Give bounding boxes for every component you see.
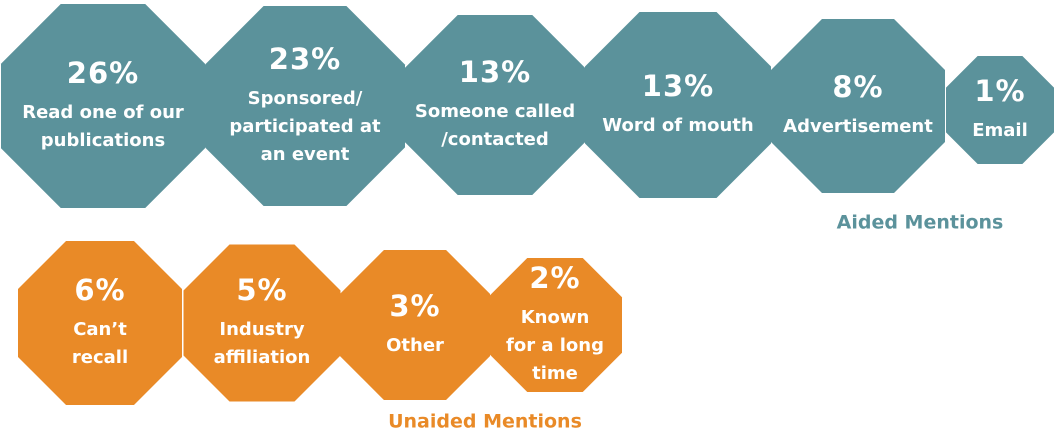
percent: 23%	[269, 42, 341, 76]
octagon	[771, 19, 945, 193]
label: Word of mouth	[602, 115, 753, 136]
label: Email	[972, 120, 1028, 141]
label: Someone called	[415, 101, 575, 122]
label: Read one of our	[22, 102, 184, 123]
percent: 1%	[974, 74, 1025, 108]
percent: 8%	[832, 70, 883, 104]
label: Known	[521, 307, 590, 328]
label: publications	[41, 130, 165, 151]
label: Other	[386, 335, 444, 356]
octagon	[1, 4, 205, 208]
percent: 5%	[236, 273, 287, 307]
label: an event	[261, 144, 350, 165]
label: affiliation	[214, 347, 311, 368]
octagon	[18, 241, 182, 405]
octagon	[585, 12, 771, 198]
octagon	[340, 250, 490, 400]
octagon	[488, 258, 622, 392]
group-title: Aided Mentions	[837, 212, 1004, 234]
group-title: Unaided Mentions	[388, 411, 582, 433]
percent: 13%	[459, 55, 531, 89]
label: Can’t	[73, 319, 127, 340]
percent: 3%	[389, 289, 440, 323]
label: for a long	[506, 335, 604, 356]
label: /contacted	[441, 129, 549, 150]
octagon	[205, 6, 405, 206]
label: Industry	[219, 319, 304, 340]
percent: 13%	[642, 69, 714, 103]
label: recall	[72, 347, 128, 368]
label: time	[532, 363, 578, 384]
percent: 2%	[529, 261, 580, 295]
octagon	[946, 56, 1054, 164]
label: Advertisement	[783, 116, 933, 137]
octagon	[405, 15, 585, 195]
percent: 6%	[74, 273, 125, 307]
percent: 26%	[67, 56, 139, 90]
label: Sponsored/	[248, 88, 363, 109]
octagon	[183, 244, 341, 402]
label: participated at	[229, 116, 381, 137]
